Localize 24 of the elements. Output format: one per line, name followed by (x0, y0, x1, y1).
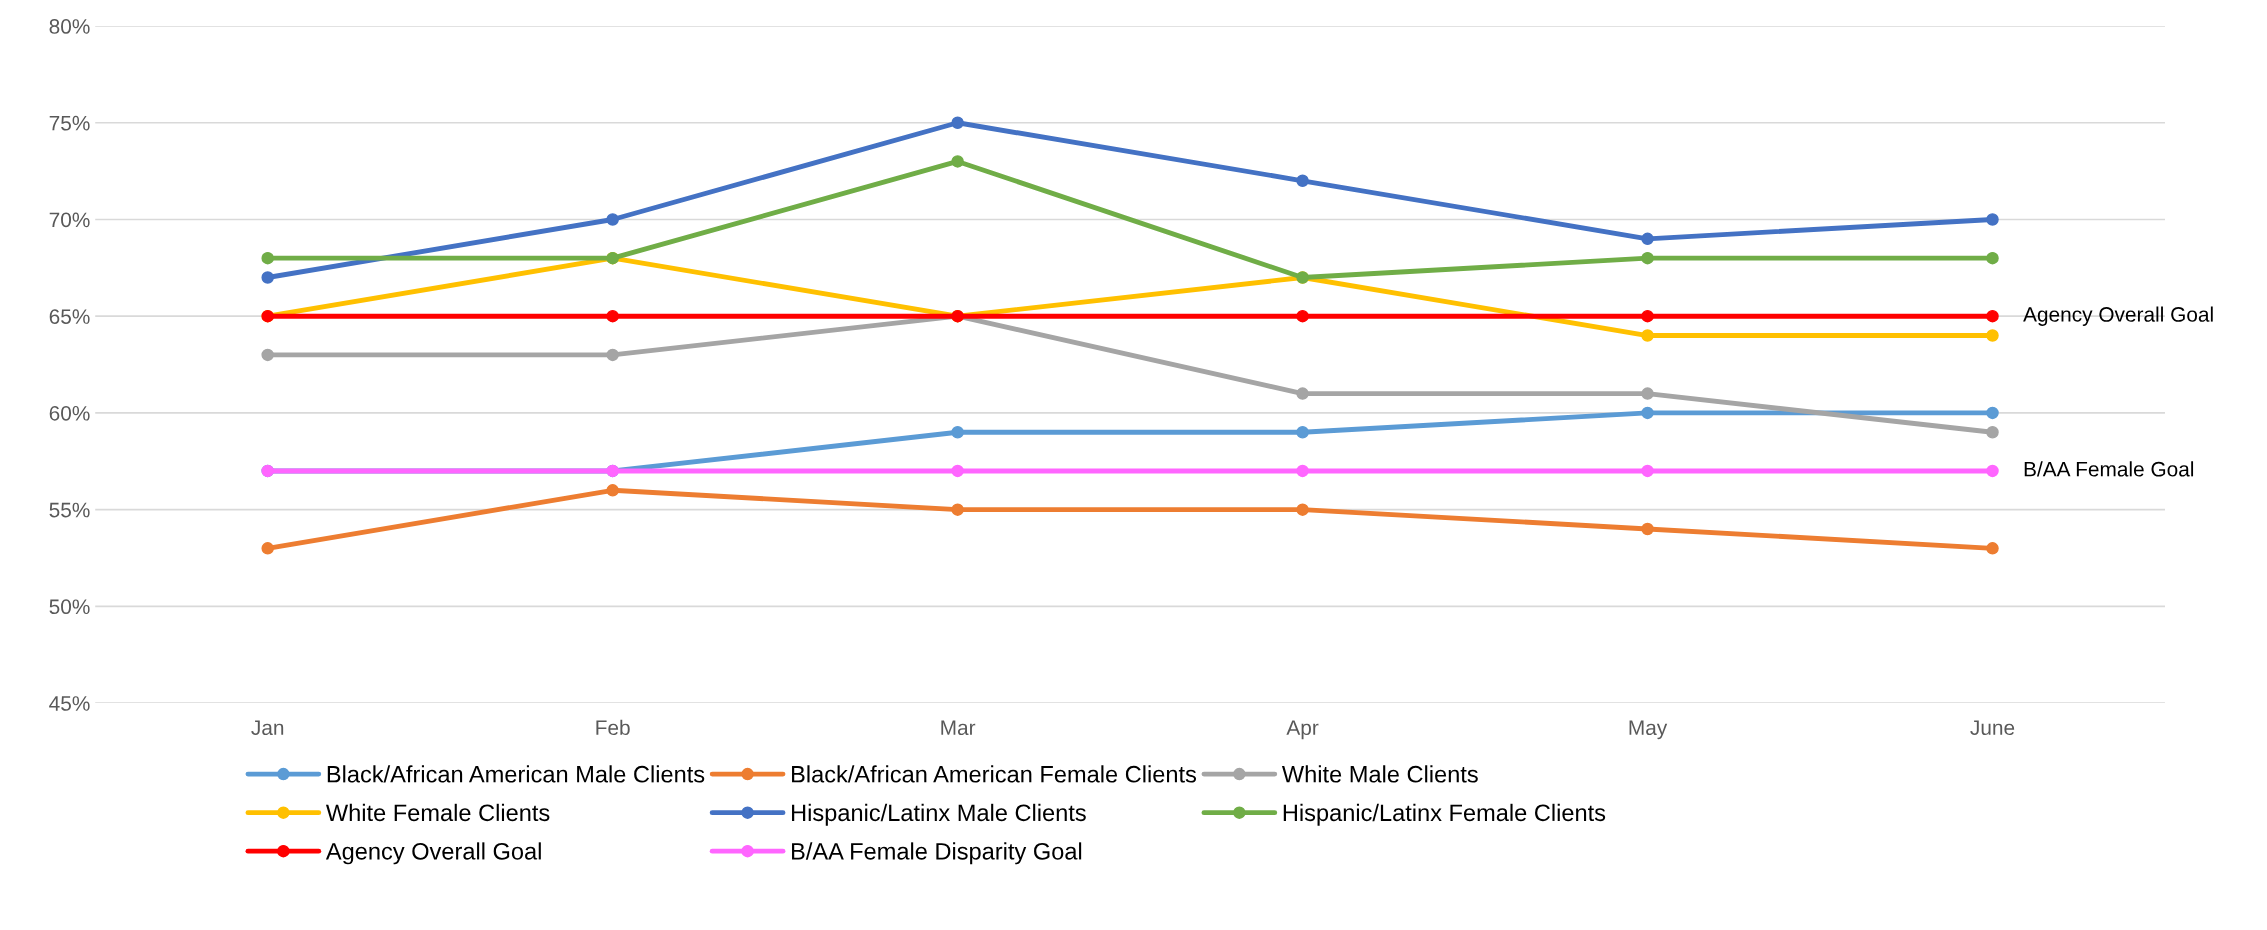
legend-label: White Male Clients (1281, 765, 1478, 783)
x-tick-label: Mar (941, 720, 976, 736)
annotation: Agency Overall Goal (2023, 306, 2213, 326)
y-tick-label: 60% (49, 405, 90, 421)
legend-label: White Female Clients (325, 803, 550, 822)
x-tick-label: June (1970, 720, 2015, 736)
legend-label: B/AA Female Disparity Goal (792, 842, 1082, 865)
x-tick-label: Jan (251, 720, 284, 736)
legend-label: Black/African American Female Clients (792, 765, 1197, 783)
x-tick-label: Feb (596, 719, 630, 736)
legend-label: Agency Overall Goal (325, 842, 541, 865)
legend-label: Hispanic/Latinx Female Clients (1283, 803, 1606, 826)
y-tick-label: 45% (49, 696, 90, 711)
legend-label: Black/African American Male Clients (327, 765, 705, 783)
annotation: B/AA Female Goal (2024, 461, 2194, 477)
y-tick-label: 50% (49, 599, 90, 615)
x-tick-label: Apr (1286, 720, 1319, 740)
legend-label: Hispanic/Latinx Male Clients (792, 803, 1086, 826)
y-tick-label: 70% (49, 212, 90, 228)
y-tick-label: 75% (49, 115, 90, 131)
y-tick-label: 80% (49, 19, 90, 34)
y-tick-label: 65% (49, 309, 90, 324)
x-tick-label: May (1629, 720, 1668, 740)
y-tick-label: 55% (49, 502, 90, 518)
